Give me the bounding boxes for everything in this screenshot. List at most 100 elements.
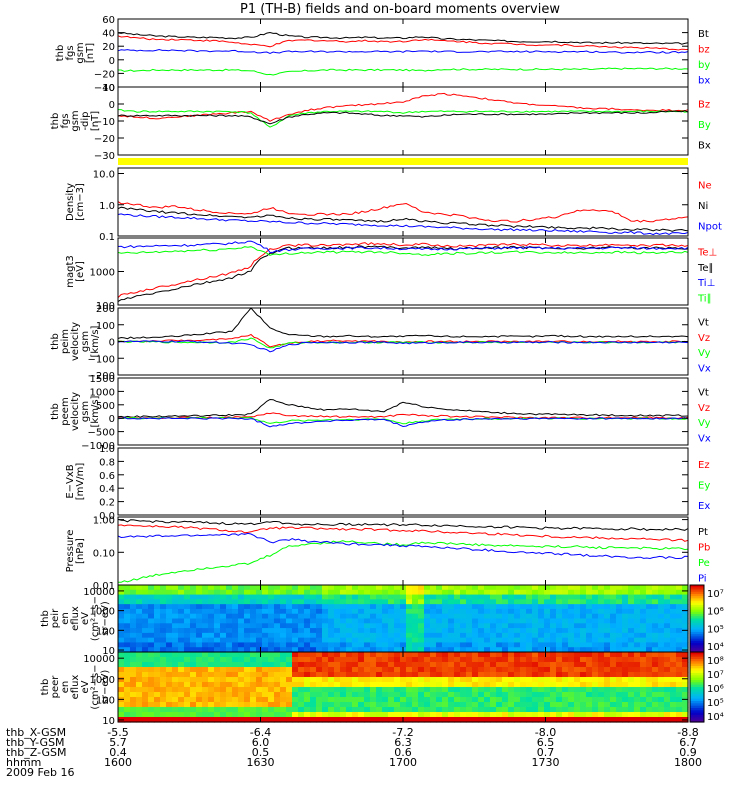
spectrogram-cell — [220, 717, 227, 723]
spectrogram-cell — [646, 692, 653, 698]
spectrogram-cell — [592, 604, 599, 610]
spectrogram-cell — [268, 594, 275, 600]
spectrogram-cell — [670, 652, 677, 658]
spectrogram-cell — [292, 717, 299, 723]
spectrogram-cell — [232, 702, 239, 708]
spectrogram-cell — [178, 613, 185, 620]
spectrogram-cell — [652, 697, 659, 703]
spectrogram-cell — [274, 642, 281, 648]
spectrogram-cell — [268, 692, 275, 698]
spectrogram-cell — [472, 697, 479, 703]
spectrogram-cell — [514, 717, 521, 723]
spectrogram-cell — [514, 642, 521, 648]
spectrogram-cell — [124, 642, 131, 648]
spectrogram-cell — [586, 712, 593, 718]
spectrogram-cell — [298, 647, 305, 653]
y-tick-label: 10000 — [83, 654, 115, 665]
spectrogram-cell — [478, 637, 485, 644]
spectrogram-cell — [244, 707, 251, 713]
spectrogram-cell — [610, 707, 617, 713]
spectrogram-cell — [226, 662, 233, 668]
spectrogram-cell — [460, 623, 467, 629]
spectrogram-cell — [274, 618, 281, 624]
y-axis-label: [mV/m] — [75, 463, 86, 501]
spectrogram-cell — [286, 623, 293, 629]
spectrogram-cell — [658, 623, 665, 629]
spectrogram-cell — [418, 608, 425, 615]
spectrogram-cell — [454, 628, 461, 634]
spectrogram-cell — [118, 667, 125, 673]
spectrogram-cell — [466, 667, 473, 673]
spectrogram-cell — [466, 652, 473, 658]
spectrogram-cell — [622, 667, 629, 673]
spectrogram-cell — [166, 642, 173, 648]
spectrogram-cell — [670, 667, 677, 673]
spectrogram-cell — [178, 594, 185, 600]
spectrogram-cell — [268, 618, 275, 624]
spectrogram-cell — [232, 613, 239, 620]
spectrogram-cell — [274, 692, 281, 698]
spectrogram-cell — [118, 657, 125, 663]
spectrogram-cell — [550, 637, 557, 644]
spectrogram-cell — [466, 604, 473, 610]
spectrogram-cell — [376, 697, 383, 703]
legend-Vz: Vz — [698, 333, 710, 344]
spectrogram-cell — [412, 599, 419, 605]
spectrogram-cell — [160, 647, 167, 653]
spectrogram-cell — [298, 702, 305, 708]
spectrogram-cell — [304, 712, 311, 718]
spectrogram-cell — [136, 632, 143, 639]
spectrogram-cell — [274, 712, 281, 718]
spectrogram-cell — [244, 637, 251, 644]
spectrogram-cell — [628, 599, 635, 605]
spectrogram-cell — [658, 599, 665, 605]
spectrogram-cell — [448, 589, 455, 596]
spectrogram-cell — [502, 682, 509, 688]
spectrogram-cell — [610, 662, 617, 668]
spectrogram-cell — [568, 628, 575, 634]
spectrogram-cell — [634, 642, 641, 648]
spectrogram-cell — [592, 594, 599, 600]
spectrogram-cell — [214, 682, 221, 688]
spectrogram-cell — [208, 613, 215, 620]
spectrogram-cell — [454, 677, 461, 683]
spectrogram-cell — [664, 687, 671, 693]
spectrogram-cell — [550, 642, 557, 648]
spectrogram-cell — [334, 667, 341, 673]
spectrogram-cell — [484, 647, 491, 653]
spectrogram-cell — [148, 585, 155, 591]
spectrogram-cell — [244, 608, 251, 615]
spectrogram-cell — [298, 712, 305, 718]
panel-background — [118, 308, 688, 375]
spectrogram-cell — [238, 628, 245, 634]
spectrogram-cell — [238, 682, 245, 688]
spectrogram-cell — [178, 623, 185, 629]
spectrogram-cell — [160, 667, 167, 673]
spectrogram-cell — [286, 594, 293, 600]
spectrogram-cell — [664, 672, 671, 678]
spectrogram-cell — [490, 702, 497, 708]
spectrogram-cell — [442, 662, 449, 668]
spectrogram-cell — [340, 657, 347, 663]
spectrogram-cell — [574, 677, 581, 683]
spectrogram-cell — [310, 632, 317, 639]
spectrogram-cell — [280, 652, 287, 658]
spectrogram-cell — [412, 682, 419, 688]
spectrogram-cell — [370, 692, 377, 698]
spectrogram-cell — [214, 652, 221, 658]
spectrogram-cell — [286, 618, 293, 624]
spectrogram-cell — [508, 594, 515, 600]
spectrogram-cell — [490, 677, 497, 683]
spectrogram-cell — [340, 692, 347, 698]
spectrogram-cell — [634, 687, 641, 693]
spectrogram-cell — [532, 717, 539, 723]
spectrogram-cell — [250, 637, 257, 644]
spectrogram-cell — [592, 628, 599, 634]
spectrogram-cell — [550, 589, 557, 596]
spectrogram-cell — [634, 707, 641, 713]
spectrogram-cell — [436, 618, 443, 624]
spectrogram-cell — [652, 712, 659, 718]
spectrogram-cell — [118, 589, 125, 596]
spectrogram-cell — [364, 712, 371, 718]
